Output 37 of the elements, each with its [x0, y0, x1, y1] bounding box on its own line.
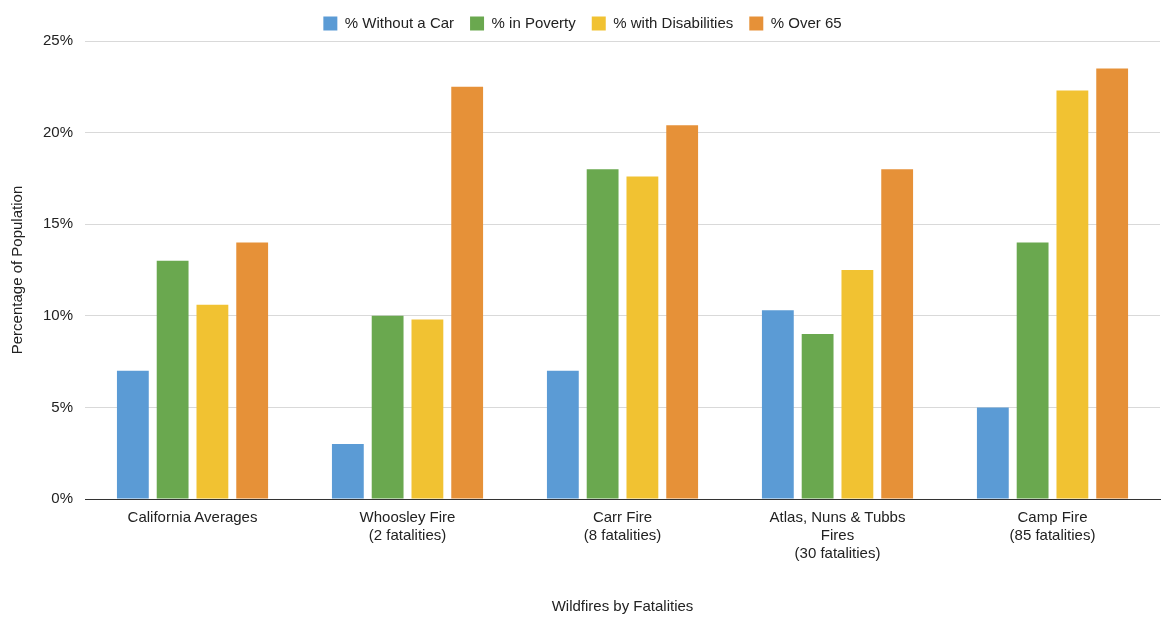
bar — [236, 242, 269, 499]
y-tick-label: 10% — [42, 305, 74, 323]
x-tick-label: Carr Fire (8 fatalities) — [583, 508, 662, 544]
y-axis-title: Percentage of Population — [8, 185, 26, 355]
bar — [371, 315, 404, 499]
bar — [881, 169, 914, 499]
bar — [1056, 90, 1089, 499]
bar — [761, 310, 794, 499]
bar — [196, 304, 229, 499]
bar — [626, 176, 659, 499]
x-axis-title: Wildfires by Fatalities — [551, 597, 694, 615]
bar — [411, 319, 444, 499]
y-tick-label: 25% — [42, 31, 74, 49]
y-tick-label: 20% — [42, 122, 74, 140]
bar — [116, 370, 149, 499]
legend-label: % with Disabilities — [613, 13, 734, 31]
bar — [1016, 242, 1049, 499]
y-tick-label: 5% — [51, 397, 74, 415]
y-tick-label: 15% — [42, 214, 74, 232]
bar — [156, 260, 189, 499]
bar — [451, 86, 484, 499]
bar — [331, 444, 364, 499]
bar — [976, 407, 1009, 499]
x-tick-label: California Averages — [127, 508, 258, 526]
legend-label: % Over 65 — [770, 13, 842, 31]
x-tick-label: Whoosley Fire (2 fatalities) — [359, 508, 456, 544]
legend-label: % in Poverty — [491, 13, 577, 31]
bar — [546, 370, 579, 499]
bar — [801, 334, 834, 499]
y-tick-label: 0% — [51, 489, 74, 507]
bar — [1096, 68, 1129, 499]
x-tick-label: Camp Fire (85 fatalities) — [1009, 508, 1096, 544]
bar — [586, 169, 619, 499]
bar — [841, 270, 874, 499]
legend-label: % Without a Car — [344, 13, 455, 31]
bar — [666, 125, 699, 499]
x-tick-label: Atlas, Nuns & Tubbs Fires (30 fatalities) — [769, 508, 906, 562]
